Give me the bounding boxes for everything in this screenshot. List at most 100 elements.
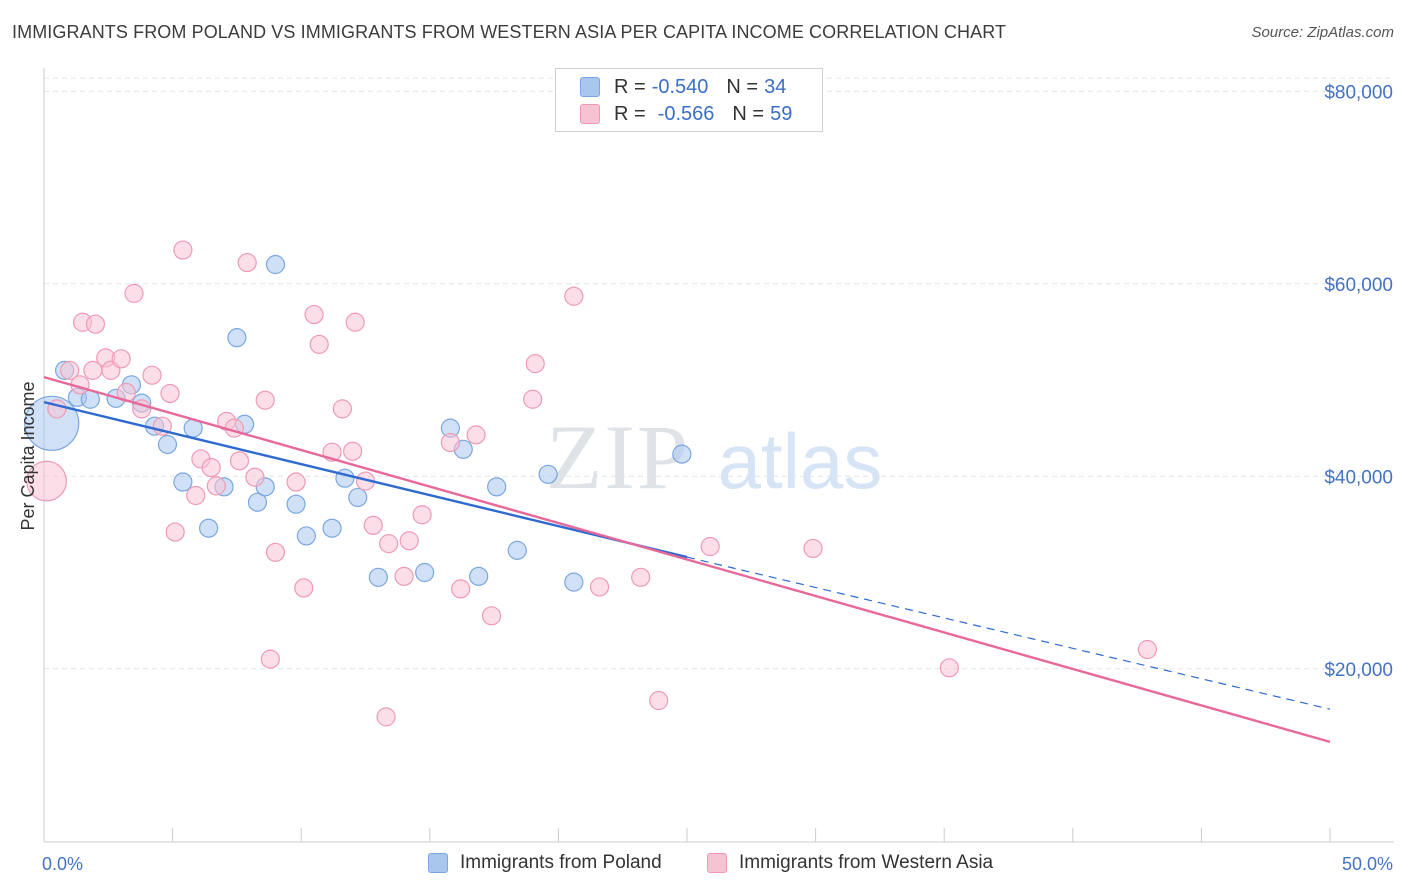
series-legend: Immigrants from Poland Immigrants from W… [0, 852, 1406, 878]
data-point-poland[interactable] [335, 468, 355, 488]
data-point-western-asia[interactable] [803, 538, 823, 559]
series-legend-item-poland[interactable]: Immigrants from Poland [428, 852, 662, 874]
data-point-poland[interactable] [322, 518, 342, 538]
data-point-western-asia[interactable] [345, 312, 365, 332]
data-point-poland[interactable] [564, 572, 584, 592]
data-point-poland[interactable] [157, 434, 178, 455]
data-point-western-asia[interactable] [286, 472, 306, 492]
grid-lines [44, 77, 1394, 670]
watermark: ZIP atlas [546, 406, 882, 508]
data-point-poland[interactable] [296, 526, 316, 546]
data-point-western-asia[interactable] [440, 432, 460, 453]
data-point-western-asia[interactable] [60, 360, 80, 380]
data-point-western-asia[interactable] [229, 451, 250, 471]
data-points [24, 240, 1157, 727]
data-point-western-asia[interactable] [399, 531, 419, 551]
data-point-western-asia[interactable] [124, 283, 144, 303]
data-point-western-asia[interactable] [394, 566, 414, 586]
series-swatch-poland [428, 853, 448, 873]
data-point-poland[interactable] [199, 518, 219, 538]
data-point-western-asia[interactable] [237, 252, 257, 273]
data-point-western-asia[interactable] [294, 578, 314, 598]
tick-labels: $20,000 $40,000 $60,000 $80,000 0.0% 50.0% [42, 82, 1393, 874]
data-point-western-asia[interactable] [343, 441, 363, 461]
data-point-poland[interactable] [348, 487, 368, 508]
data-point-western-asia[interactable] [363, 515, 383, 535]
chart-title: IMMIGRANTS FROM POLAND VS IMMIGRANTS FRO… [12, 22, 1007, 42]
legend-n-label: N = [726, 75, 759, 98]
data-point-western-asia[interactable] [379, 534, 399, 554]
data-point-western-asia[interactable] [206, 476, 226, 496]
data-point-western-asia[interactable] [1137, 639, 1157, 660]
data-point-western-asia[interactable] [173, 240, 193, 260]
data-point-poland[interactable] [415, 562, 435, 583]
data-point-western-asia[interactable] [523, 389, 543, 409]
data-point-western-asia[interactable] [111, 349, 131, 369]
data-point-western-asia[interactable] [700, 536, 720, 557]
data-point-western-asia[interactable] [466, 425, 486, 445]
data-point-western-asia[interactable] [165, 522, 185, 542]
data-point-western-asia[interactable] [142, 365, 162, 385]
data-point-western-asia[interactable] [939, 658, 959, 678]
data-point-western-asia[interactable] [376, 707, 396, 727]
data-point-western-asia[interactable] [245, 467, 265, 487]
trend-line-poland [43, 400, 688, 559]
data-point-western-asia[interactable] [304, 304, 324, 325]
data-point-western-asia[interactable] [412, 505, 432, 525]
legend-r-label: R = [614, 75, 646, 98]
axes [43, 68, 1394, 843]
data-point-poland[interactable] [227, 328, 247, 348]
legend-r-value: -0.540 [651, 75, 709, 98]
legend-n-label: N = [732, 102, 765, 125]
data-point-western-asia[interactable] [481, 606, 502, 626]
data-point-western-asia[interactable] [589, 577, 610, 597]
legend-r-value: -0.566 [657, 102, 715, 125]
data-point-western-asia[interactable] [265, 542, 286, 562]
data-point-poland[interactable] [173, 472, 193, 492]
series-legend-item-western-asia[interactable]: Immigrants from Western Asia [707, 852, 993, 874]
data-point-western-asia[interactable] [564, 286, 584, 306]
data-point-poland[interactable] [265, 254, 286, 275]
watermark-zip: ZIP [546, 406, 690, 508]
y-tick-label: $40,000 [1324, 467, 1393, 488]
legend-swatch-western-asia [580, 104, 600, 124]
data-point-western-asia[interactable] [631, 567, 651, 587]
data-point-western-asia[interactable] [332, 399, 352, 419]
data-point-western-asia[interactable] [451, 579, 471, 599]
data-point-western-asia[interactable] [85, 314, 106, 334]
data-point-western-asia[interactable] [525, 354, 545, 374]
watermark-atlas: atlas [718, 417, 883, 505]
legend-row-western-asia: R = -0.566 N = 59 [580, 101, 792, 127]
y-tick-label: $80,000 [1324, 82, 1393, 103]
data-point-western-asia[interactable] [649, 690, 669, 711]
data-point-poland[interactable] [538, 464, 558, 484]
legend-n-value: 34 [764, 75, 787, 98]
data-point-western-asia[interactable] [260, 649, 280, 669]
series-label-poland: Immigrants from Poland [460, 852, 662, 873]
y-axis-label: Per Capita Income [18, 381, 38, 530]
data-point-western-asia[interactable] [160, 383, 180, 404]
x-tick-label: 0.0% [42, 854, 83, 874]
series-label-western-asia: Immigrants from Western Asia [739, 852, 994, 873]
data-point-poland[interactable] [286, 494, 306, 514]
data-point-poland[interactable] [507, 540, 527, 560]
y-tick-label: $20,000 [1324, 660, 1393, 681]
x-tick-label: 50.0% [1342, 854, 1393, 874]
legend-r-label: R = [614, 102, 646, 125]
data-point-poland[interactable] [469, 566, 489, 586]
data-point-western-asia[interactable] [26, 460, 67, 502]
trend-line-western-asia [43, 375, 1331, 744]
data-point-western-asia[interactable] [201, 457, 221, 478]
data-point-poland[interactable] [672, 444, 692, 464]
series-swatch-western-asia [707, 853, 727, 873]
data-point-western-asia[interactable] [186, 485, 206, 506]
trend-line-poland-extension [686, 556, 1331, 710]
data-point-western-asia[interactable] [255, 390, 275, 410]
correlation-legend: R = -0.540 N = 34 R = -0.566 N = 59 [555, 68, 823, 132]
data-point-poland[interactable] [487, 477, 507, 497]
data-point-western-asia[interactable] [309, 334, 329, 354]
data-point-poland[interactable] [368, 567, 388, 587]
data-point-poland[interactable] [247, 492, 268, 512]
legend-n-value: 59 [770, 102, 793, 125]
source-credit: Source: ZipAtlas.com [1251, 24, 1394, 41]
